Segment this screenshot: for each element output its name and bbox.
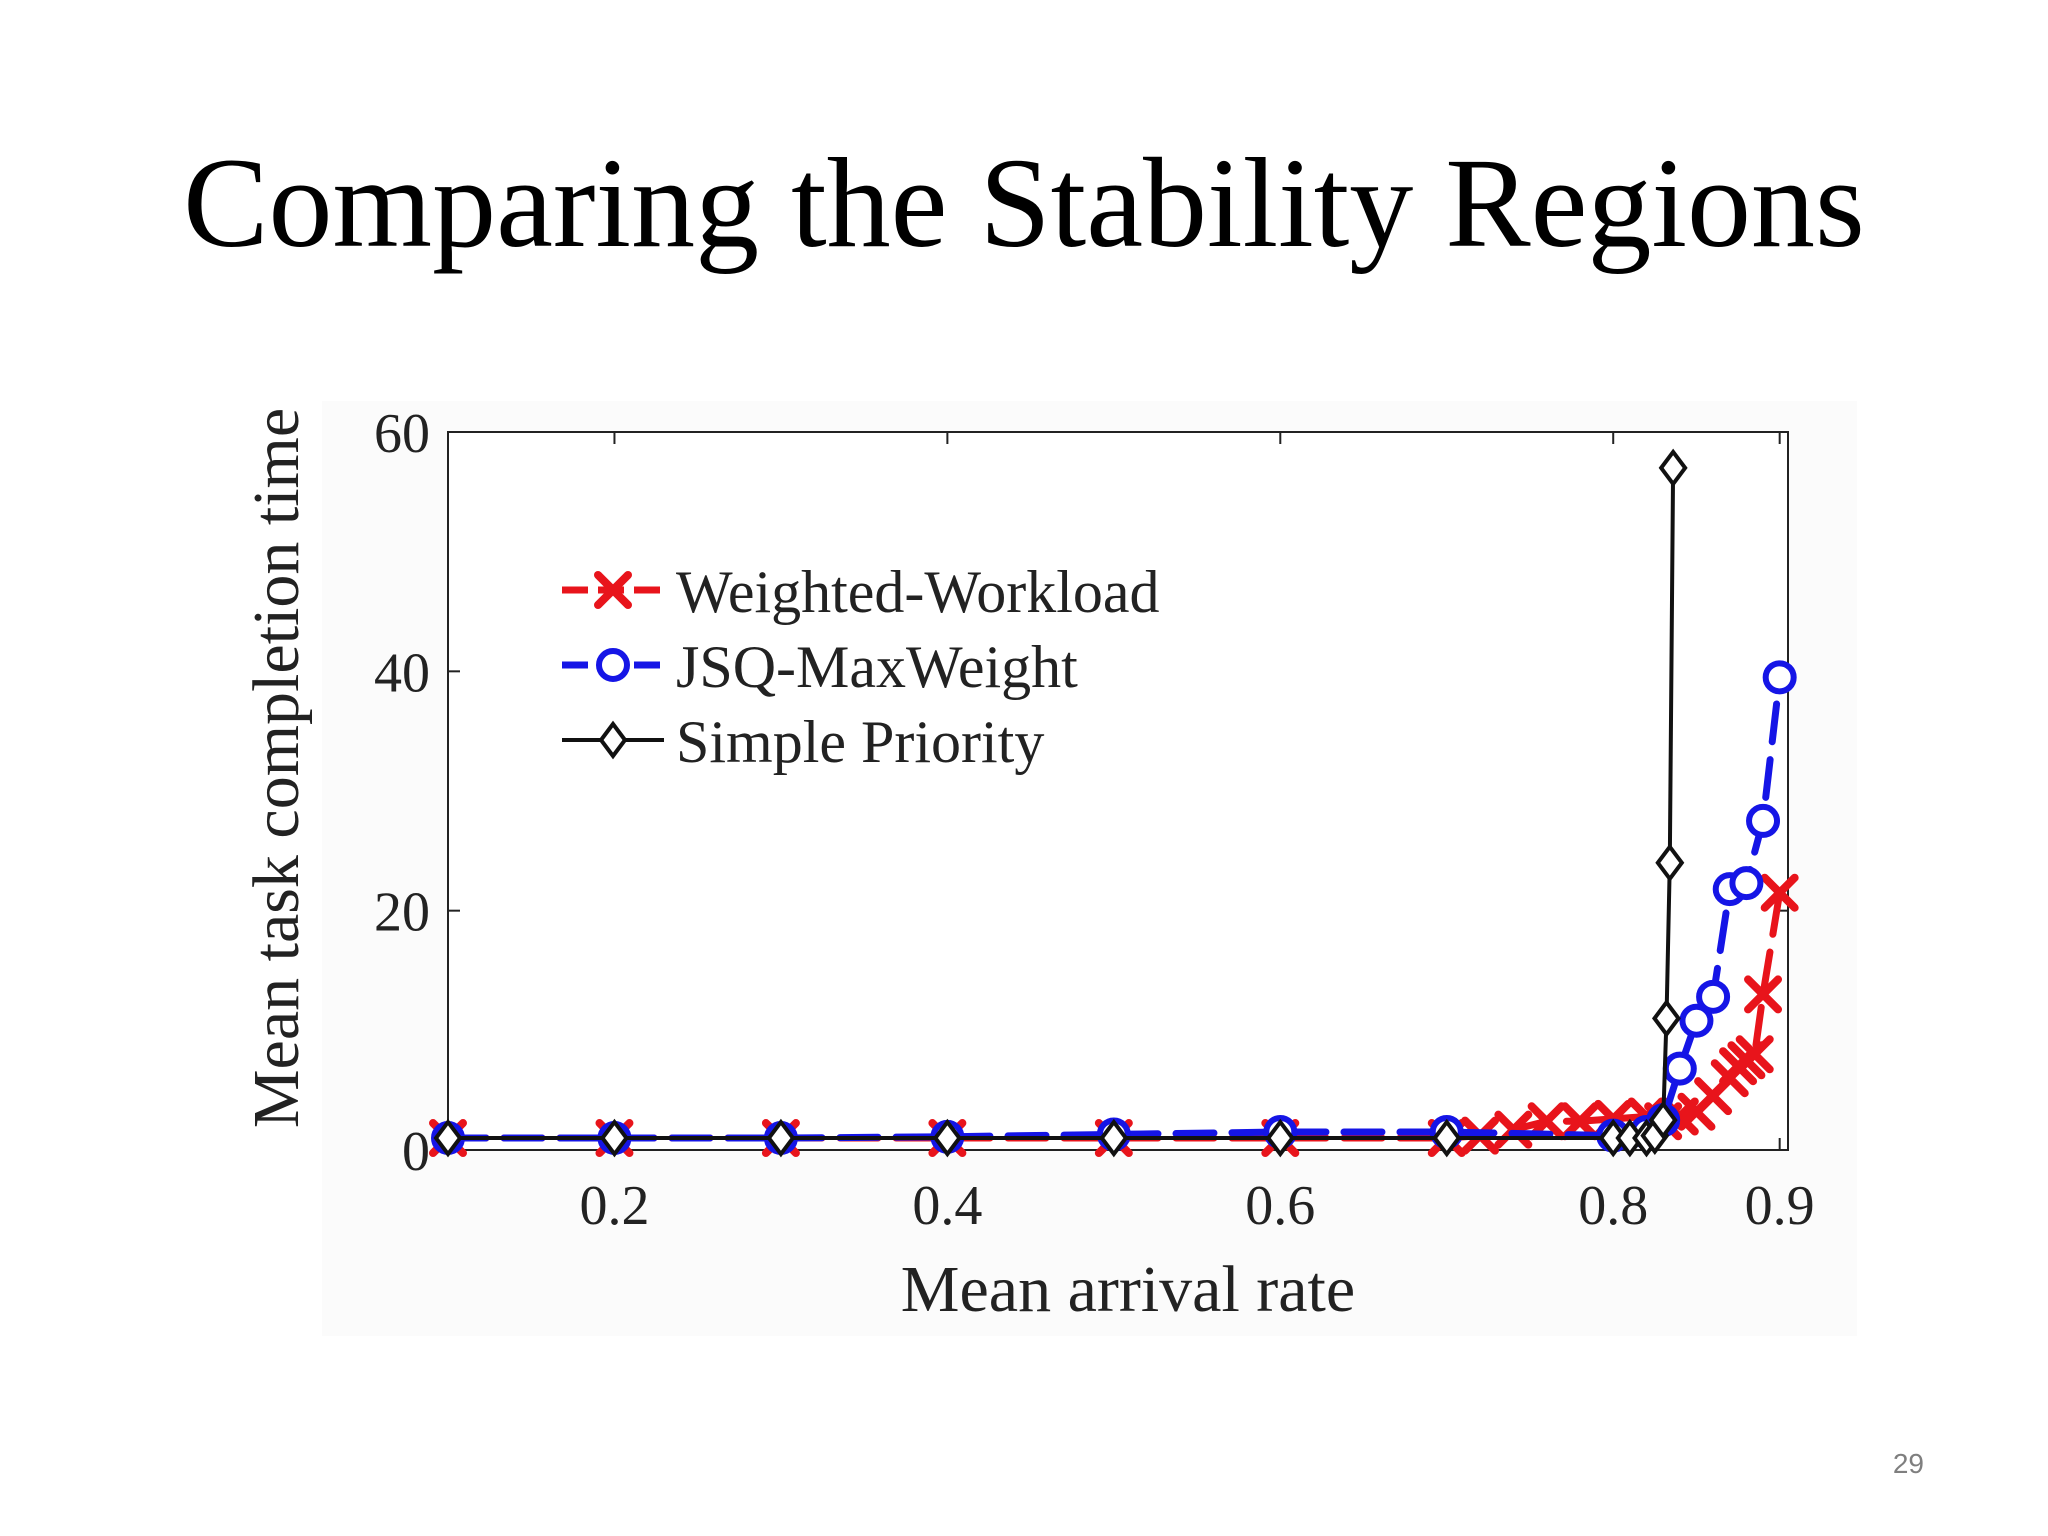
y-tick-label: 60 — [374, 403, 430, 465]
y-axis: 0 20 40 60 — [374, 403, 1788, 1183]
legend-marker — [598, 720, 628, 760]
data-point-diamond — [1265, 1118, 1295, 1158]
data-point-diamond — [433, 1118, 463, 1158]
data-point-diamond — [766, 1118, 796, 1158]
data-point-diamond — [932, 1118, 962, 1158]
data-point-diamond — [1655, 843, 1685, 883]
series-simple-priority — [433, 448, 1688, 1158]
x-tick-label: 0.6 — [1245, 1175, 1315, 1237]
data-point-x — [1735, 1035, 1774, 1074]
slide-title: Comparing the Stability Regions — [183, 132, 1865, 274]
legend-label: Weighted-Workload — [676, 559, 1160, 625]
x-axis-label: Mean arrival rate — [901, 1253, 1355, 1326]
legend-entry: JSQ-MaxWeight — [562, 634, 1078, 700]
y-tick-label: 0 — [402, 1121, 430, 1183]
data-point-diamond — [1099, 1118, 1129, 1158]
legend-label: JSQ-MaxWeight — [676, 634, 1078, 700]
legend-entry: Weighted-Workload — [562, 559, 1160, 625]
legend-marker — [594, 571, 632, 609]
data-point-x — [1760, 873, 1799, 912]
legend-marker — [596, 648, 630, 682]
legend-label: Simple Priority — [676, 709, 1044, 775]
page-number: 29 — [1892, 1448, 1924, 1479]
y-tick-label: 40 — [374, 642, 430, 704]
legend-entry: Simple Priority — [562, 709, 1044, 775]
x-tick-label: 0.2 — [579, 1175, 649, 1237]
y-tick-label: 20 — [374, 882, 430, 944]
data-point-circle — [1729, 866, 1764, 901]
data-point-x — [1744, 975, 1783, 1014]
x-tick-label: 0.8 — [1578, 1175, 1648, 1237]
data-point-circle — [1746, 803, 1781, 838]
x-tick-label: 0.4 — [912, 1175, 982, 1237]
data-point-diamond — [599, 1118, 629, 1158]
legend: Weighted-Workload JSQ-MaxWeight Simple Pri… — [548, 552, 1216, 775]
data-point-circle — [1696, 979, 1731, 1014]
x-axis: 0.2 0.4 0.6 0.8 0.9 — [579, 432, 1815, 1237]
series-layer — [429, 448, 1799, 1158]
data-point-diamond — [1432, 1118, 1462, 1158]
data-point-diamond — [1651, 999, 1681, 1038]
y-axis-label: Mean task completion time — [240, 408, 313, 1128]
data-point-circle — [1762, 660, 1797, 695]
data-point-diamond — [1648, 1100, 1678, 1140]
data-point-circle — [1679, 1003, 1714, 1038]
plot-area — [447, 431, 1789, 1151]
x-tick-label: 0.9 — [1745, 1175, 1815, 1237]
data-point-circle — [1662, 1051, 1697, 1086]
data-point-diamond — [1658, 448, 1688, 488]
